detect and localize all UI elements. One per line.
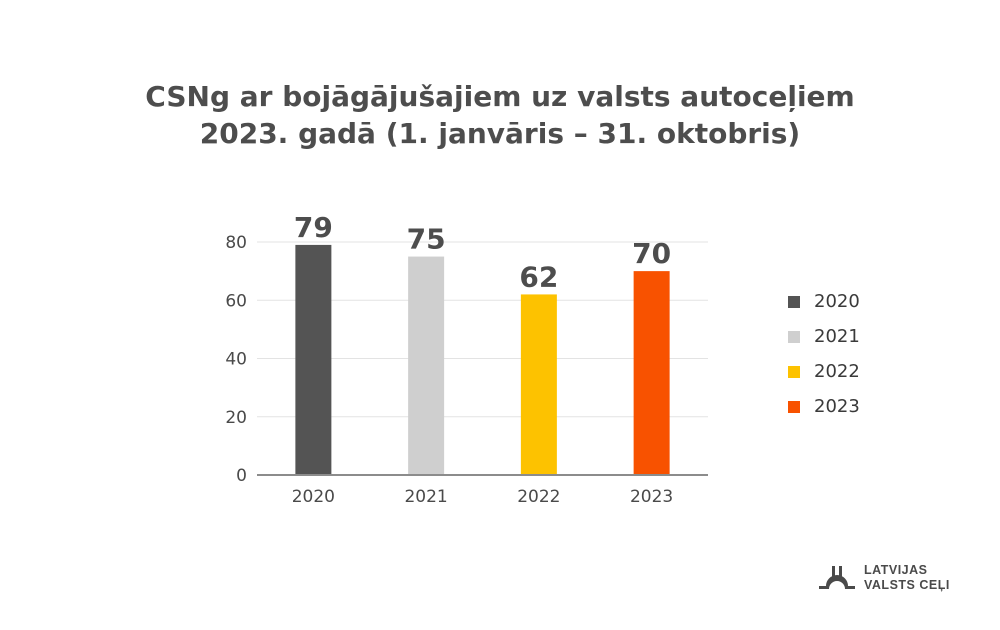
legend-item: 2021 [788, 319, 860, 354]
data-label: 75 [407, 223, 446, 256]
logo-line2: VALSTS CEĻI [864, 578, 950, 592]
y-tick-label: 20 [225, 408, 247, 428]
x-tick-label: 2020 [292, 487, 335, 507]
data-label: 62 [519, 260, 558, 293]
legend-label: 2020 [814, 291, 860, 312]
logo: LATVIJAS VALSTS CEĻI [818, 563, 950, 593]
x-tick-label: 2021 [404, 487, 447, 507]
data-label: 79 [294, 211, 333, 244]
bar-2022 [520, 294, 557, 475]
data-label: 70 [632, 237, 671, 270]
legend-swatch [788, 365, 800, 378]
x-tick-label: 2022 [517, 487, 560, 507]
legend-label: 2021 [814, 326, 860, 347]
legend-label: 2023 [814, 396, 860, 417]
legend-item: 2023 [788, 389, 860, 424]
bar-2023 [633, 271, 670, 475]
legend-swatch [788, 295, 800, 308]
chart-subtitle: 2023. gadā (1. janvāris – 31. oktobris) [199, 117, 801, 150]
legend-label: 2022 [814, 361, 860, 382]
bar-2020 [295, 244, 332, 475]
x-tick-label: 2023 [630, 487, 673, 507]
y-tick-label: 40 [225, 350, 247, 370]
bar-2021 [408, 256, 445, 475]
legend-item: 2020 [788, 284, 860, 319]
legend: 2020 2021 2022 2023 [788, 284, 860, 424]
bridge-logo-icon [819, 566, 855, 589]
legend-item: 2022 [788, 354, 860, 389]
y-tick-label: 60 [225, 291, 247, 311]
y-tick-label: 0 [236, 466, 247, 486]
y-tick-label: 80 [225, 233, 247, 253]
legend-swatch [788, 400, 800, 413]
chart-title: CSNg ar bojāgājušajiem uz valsts autoceļ… [145, 80, 855, 113]
legend-swatch [788, 330, 800, 343]
logo-line1: LATVIJAS [864, 563, 928, 577]
